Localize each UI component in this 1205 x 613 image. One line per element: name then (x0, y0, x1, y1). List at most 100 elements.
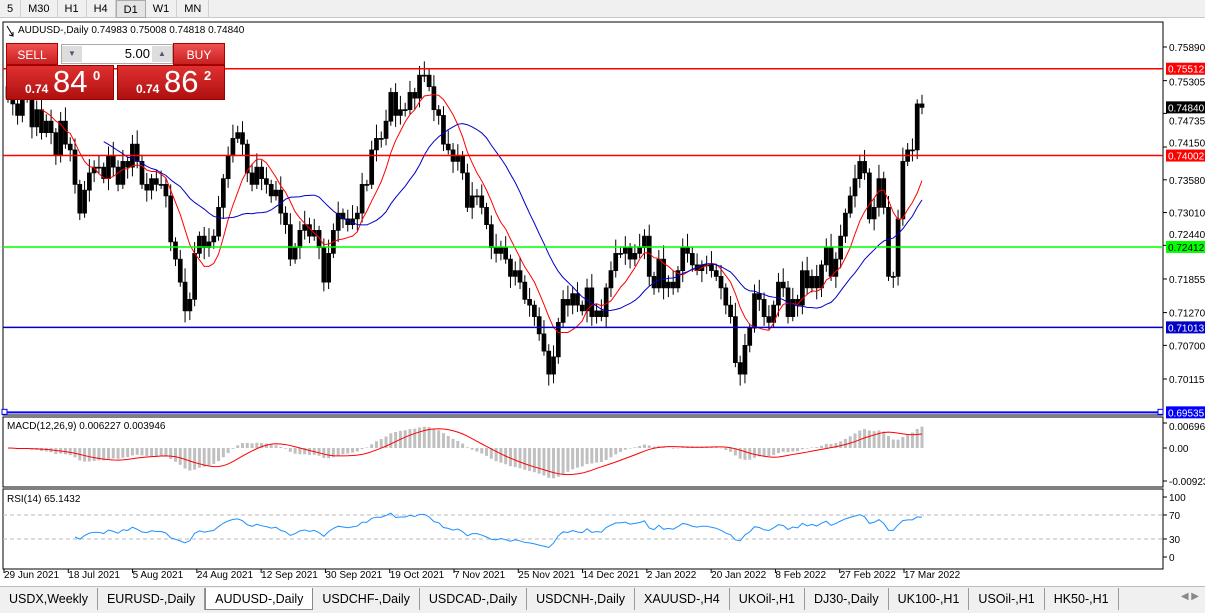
rsi-tick-label: 0 (1169, 553, 1175, 564)
candle-body (733, 316, 738, 363)
level-price-label: 0.71013 (1168, 323, 1205, 334)
candle-body (828, 247, 834, 277)
candle-body (297, 230, 303, 248)
macd-tick-label: 0.00 (1169, 444, 1189, 455)
candle-body (646, 235, 652, 277)
candle-body (819, 264, 824, 289)
date-label: 5 Aug 2021 (133, 570, 184, 581)
timeframe-5[interactable]: 5 (0, 0, 22, 18)
chart-tab[interactable]: UKOil-,H1 (730, 588, 805, 610)
buy-price[interactable]: 0.74 86 2 (117, 64, 225, 100)
chart-tab[interactable]: USDCHF-,Daily (313, 588, 420, 610)
sell-button[interactable]: SELL (6, 43, 58, 65)
candle-body (187, 299, 193, 312)
timeframe-m30[interactable]: M30 (21, 0, 58, 18)
candle-body (460, 155, 465, 174)
buy-price-pips: 86 (164, 64, 199, 99)
candle-body (48, 120, 54, 134)
candle-body (560, 299, 566, 323)
candle-body (20, 97, 25, 116)
sell-price[interactable]: 0.74 84 0 (6, 64, 114, 100)
rsi-label: RSI(14) 65.1432 (7, 494, 81, 505)
chart-tab[interactable]: DJ30-,Daily (805, 588, 889, 610)
date-label: 20 Jan 2022 (711, 570, 766, 581)
one-click-trading-panel: SELL ▼ 5.00 ▲ BUY 0.74 84 0 0.74 86 2 (6, 43, 226, 100)
candle-body (374, 138, 379, 151)
candle-body (393, 92, 398, 116)
candle-body (268, 184, 274, 197)
candle-body (407, 92, 413, 111)
candle-body (527, 299, 532, 306)
candle-body (369, 149, 375, 185)
candle-body (823, 247, 829, 266)
candle-body (402, 109, 408, 112)
candle-body (326, 253, 331, 283)
level-price-tag (1166, 406, 1205, 419)
timeframe-w1[interactable]: W1 (146, 0, 178, 18)
chart-tab[interactable]: XAUUSD-,H4 (635, 588, 730, 610)
candle-body (742, 345, 748, 375)
buy-button[interactable]: BUY (173, 43, 225, 65)
candle-body (728, 304, 733, 317)
chart-tab[interactable]: AUDUSD-,Daily (205, 588, 314, 610)
candle-body (39, 109, 44, 134)
candle-body (106, 155, 111, 180)
candle-body (541, 333, 547, 352)
sell-price-prefix: 0.74 (25, 82, 49, 96)
candle-body (608, 270, 614, 289)
timeframe-toolbar: 5 M30 H1 H4 D1 W1 MN (0, 0, 1205, 18)
candle-body (465, 172, 470, 208)
candle-body (546, 350, 552, 375)
candle-body (752, 293, 757, 329)
candle-body (364, 184, 370, 186)
rsi-tick-label: 100 (1169, 493, 1186, 504)
chart-tab[interactable]: UK100-,H1 (889, 588, 970, 610)
tab-scroll-arrows[interactable]: ◀ ▶ (1180, 591, 1199, 602)
candle-body (354, 212, 360, 220)
timeframe-h4[interactable]: H4 (87, 0, 116, 18)
cursor-arrow-icon (6, 25, 14, 37)
lot-size-stepper[interactable]: ▼ 5.00 ▲ (61, 44, 173, 64)
candle-body (862, 161, 867, 174)
candle-body (890, 276, 896, 278)
chart-tab[interactable]: USDCAD-,Daily (420, 588, 528, 610)
candle-body (790, 299, 796, 317)
macd-label: MACD(12,26,9) 0.006227 0.003946 (7, 421, 166, 432)
chart-tab[interactable]: USOil-,H1 (969, 588, 1045, 610)
date-label: 19 Oct 2021 (390, 570, 445, 581)
candle-body (627, 247, 633, 260)
lot-size-input[interactable]: 5.00 (124, 46, 150, 61)
date-label: 18 Jul 2021 (68, 570, 120, 581)
candle-body (603, 287, 609, 317)
timeframe-mn[interactable]: MN (177, 0, 210, 18)
candle-body (637, 247, 643, 254)
candle-body (532, 304, 537, 317)
timeframe-h1[interactable]: H1 (58, 0, 87, 18)
timeframe-d1[interactable]: D1 (115, 0, 146, 18)
candle-body (96, 166, 102, 169)
date-label: 14 Dec 2021 (583, 570, 640, 581)
candle-body (240, 132, 245, 145)
candle-body (776, 281, 781, 306)
ma-fast-line (41, 94, 923, 333)
price-tick-label: 0.75305 (1169, 78, 1205, 89)
candle-body (249, 172, 255, 185)
date-label: 29 Jun 2021 (4, 570, 59, 581)
decrease-lot-icon[interactable]: ▼ (62, 46, 82, 62)
candle-body (182, 281, 188, 312)
price-tick-label: 0.72440 (1169, 230, 1205, 241)
price-chart[interactable]: 0.75890 0.75305 0.74735 0.74150 0.73580 0.730… (0, 18, 1205, 585)
candle-body (780, 281, 786, 289)
date-label: 30 Sep 2021 (325, 570, 382, 581)
chart-tab[interactable]: USDX,Weekly (0, 588, 98, 610)
chart-tab[interactable]: EURUSD-,Daily (98, 588, 206, 610)
candle-body (378, 138, 384, 140)
chart-tab[interactable]: USDCNH-,Daily (527, 588, 635, 610)
candle-body (512, 270, 518, 277)
increase-lot-icon[interactable]: ▲ (152, 46, 172, 62)
candle-body (244, 143, 250, 174)
candle-body (230, 138, 236, 157)
level-price-label: 0.72412 (1168, 243, 1205, 254)
chart-tab[interactable]: HK50-,H1 (1045, 588, 1119, 610)
candle-body (72, 149, 78, 185)
